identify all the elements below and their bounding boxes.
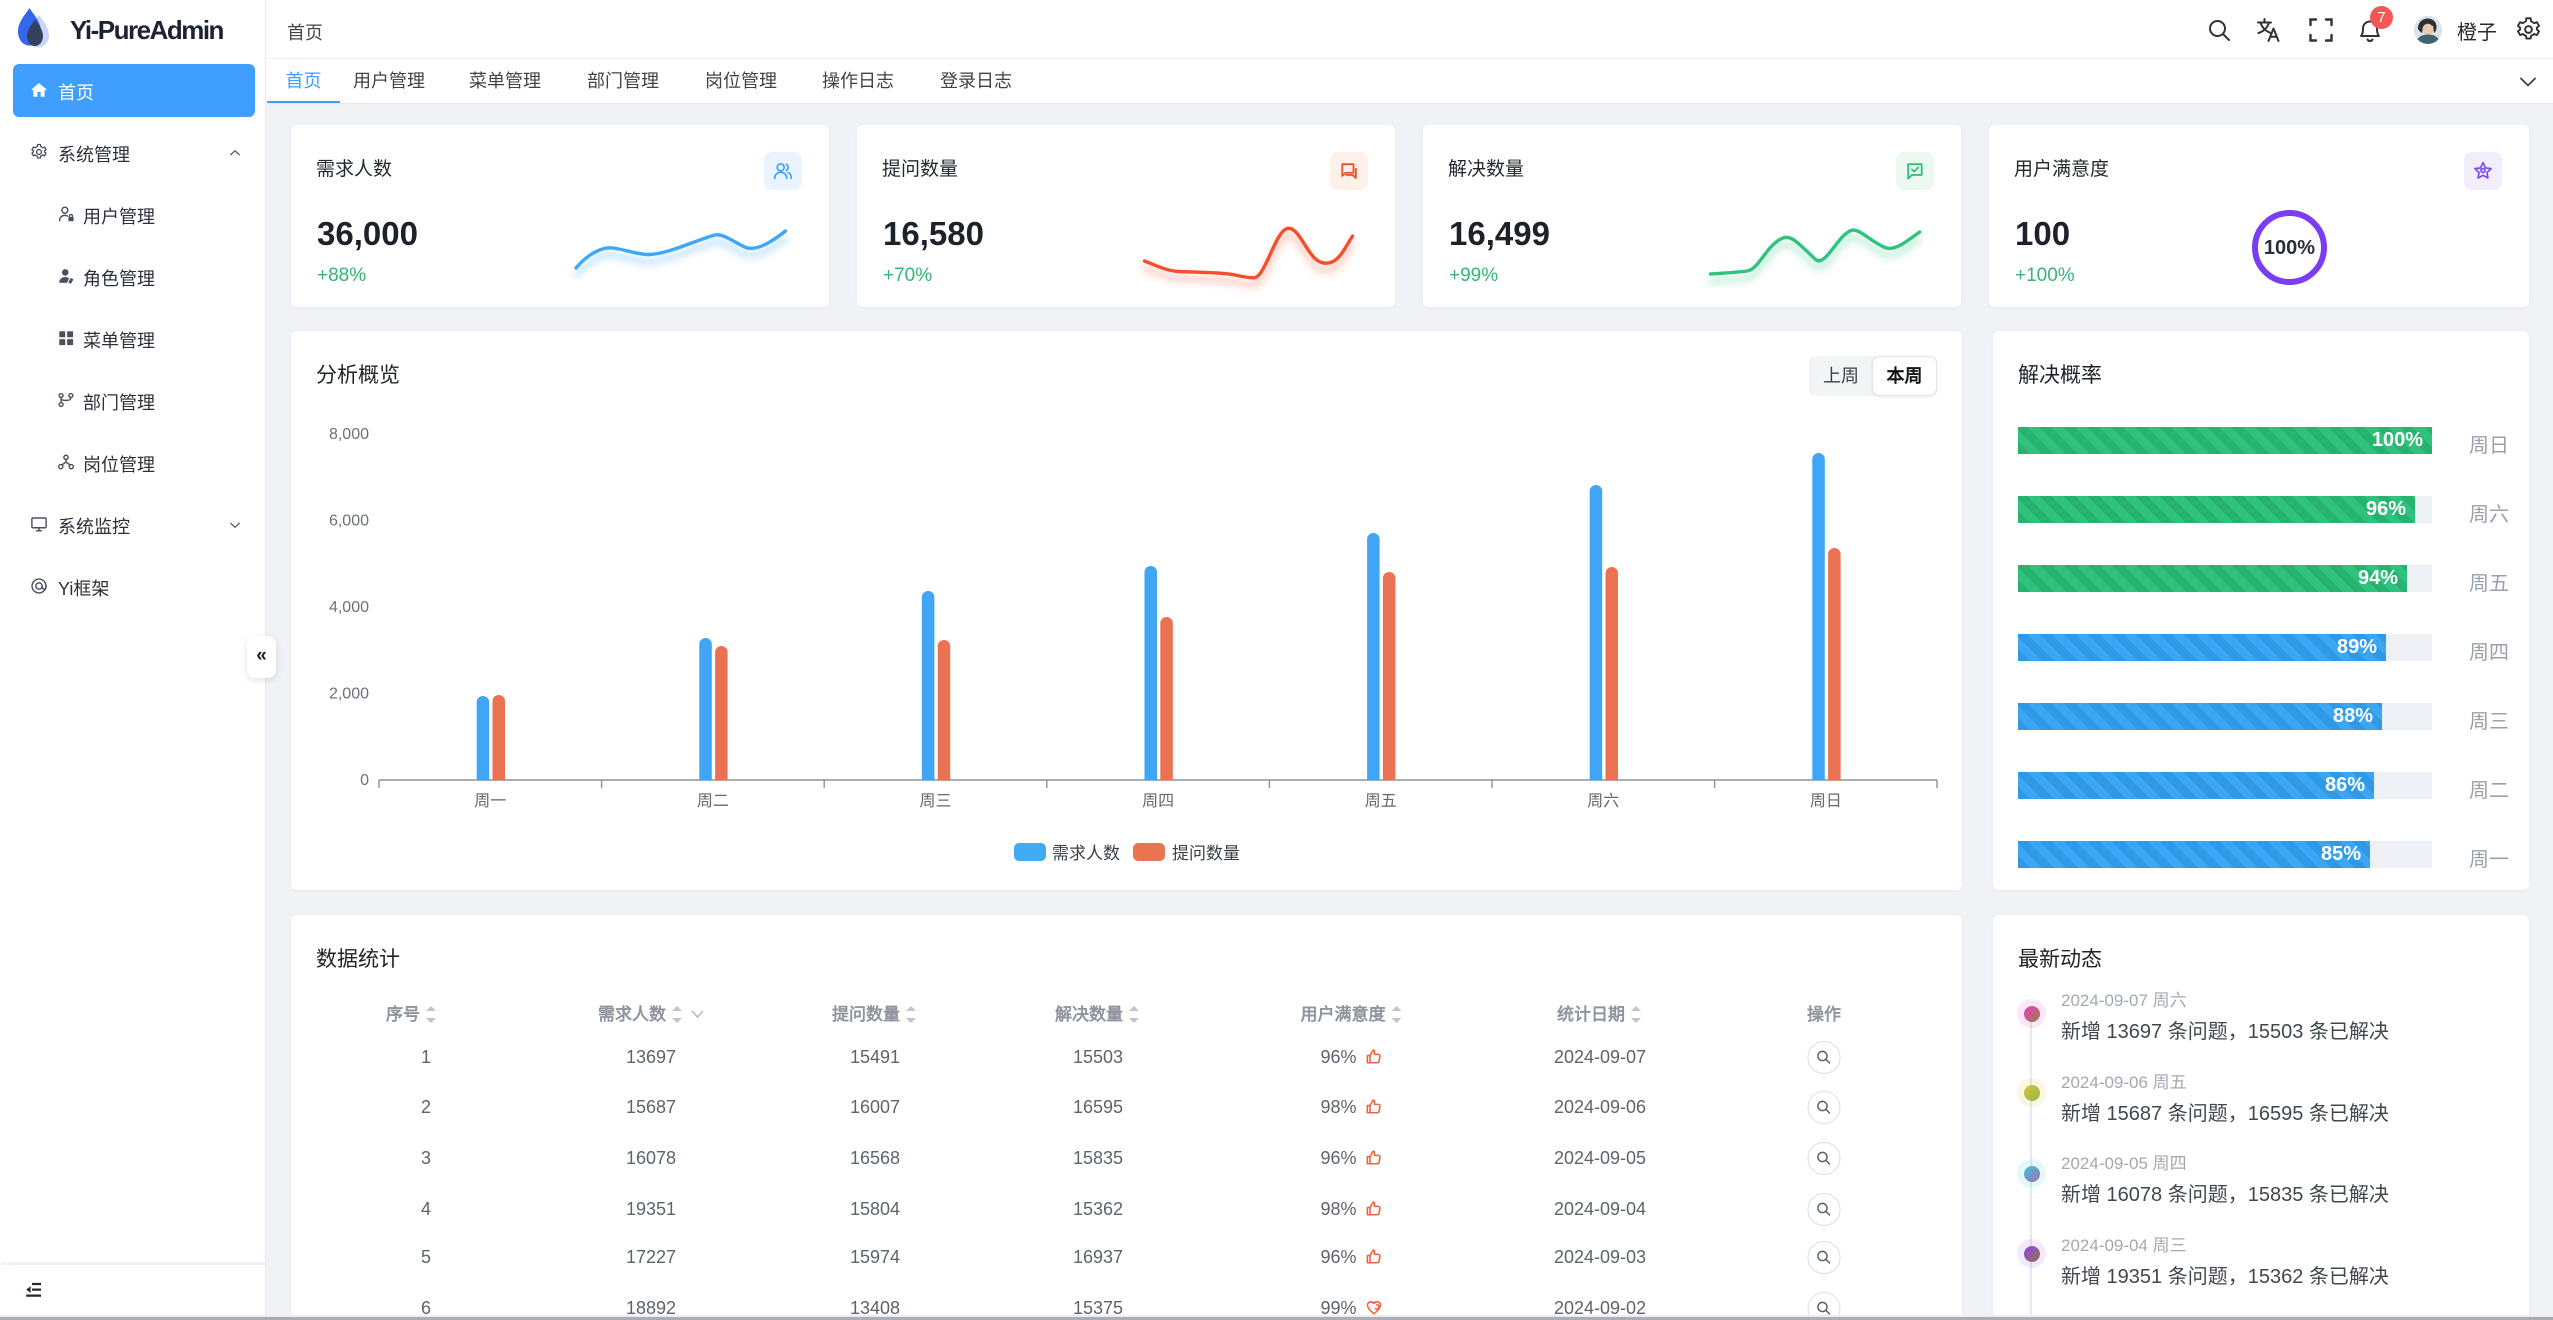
svg-text:0: 0 — [360, 772, 369, 789]
svg-text:周三: 周三 — [919, 793, 951, 810]
svg-text:2,000: 2,000 — [329, 686, 369, 703]
svg-text:周日: 周日 — [1810, 793, 1842, 810]
svg-text:4,000: 4,000 — [329, 599, 369, 616]
svg-text:周四: 周四 — [1142, 793, 1174, 810]
svg-text:周一: 周一 — [474, 793, 506, 810]
svg-text:周二: 周二 — [697, 793, 729, 810]
svg-text:提问数量: 提问数量 — [1172, 844, 1240, 863]
svg-text:8,000: 8,000 — [329, 426, 369, 443]
svg-text:6,000: 6,000 — [329, 513, 369, 530]
svg-text:需求人数: 需求人数 — [1052, 844, 1120, 863]
svg-text:周六: 周六 — [1587, 792, 1619, 810]
svg-text:周五: 周五 — [1365, 793, 1397, 810]
